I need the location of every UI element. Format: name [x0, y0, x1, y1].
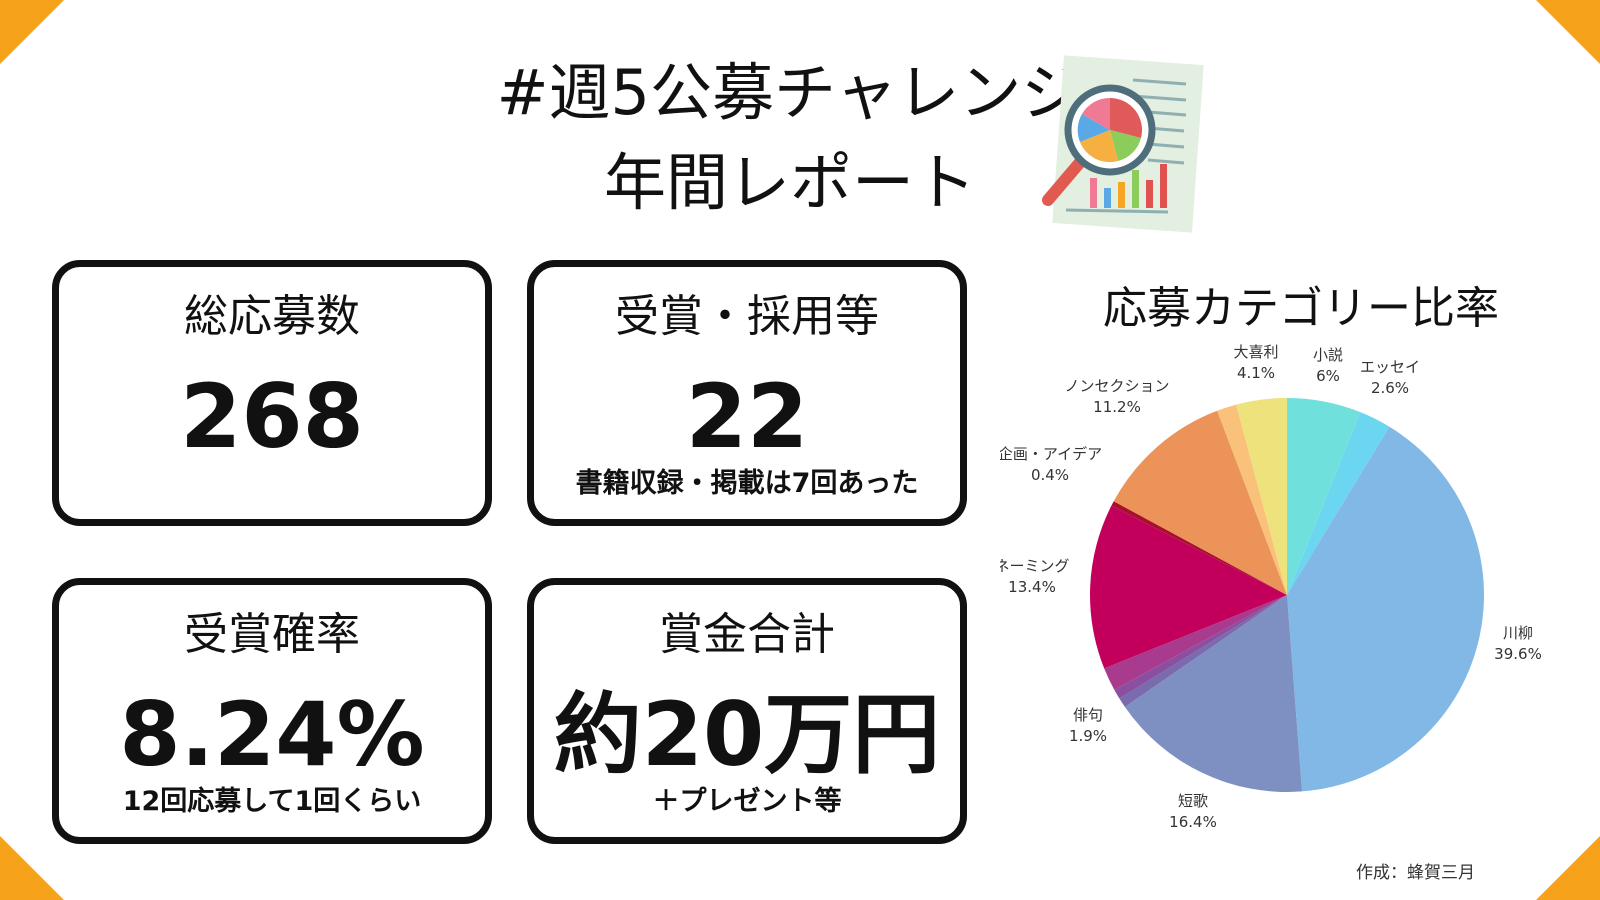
pie-slice-value: 4.1% [1237, 364, 1275, 382]
pie-slice-value: 39.6% [1494, 645, 1542, 663]
corner-decoration-top-right [1536, 0, 1600, 64]
card-note: 書籍収録・掲載は7回あった [575, 468, 919, 499]
pie-slice-label: ネーミング [1000, 557, 1070, 575]
pie-slice [1113, 410, 1287, 595]
card-value: 8.24% [119, 683, 425, 786]
card-value: 22 [685, 365, 809, 468]
pie-slice [1104, 595, 1287, 690]
category-pie-chart: 小説 6% エッセイ 2.6% 川柳 39.6% 短歌 16.4% 俳句 1.9% ネーミング 13.… [1000, 343, 1542, 831]
pie-slice [1119, 595, 1287, 707]
pie-slice-value: 1.9% [1069, 727, 1107, 745]
pie-slice-label: 企画・アイデア [1000, 445, 1102, 463]
pie-slice [1236, 398, 1287, 595]
corner-decoration-bottom-left [0, 836, 64, 900]
card-note: 12回応募して1回くらい [122, 786, 422, 817]
card-awards-adoptions: 受賞・採用等 22 書籍収録・掲載は7回あった [527, 260, 967, 526]
author-credit: 作成：蜂賀三月 [1356, 863, 1475, 883]
corner-decoration-top-left [0, 0, 64, 64]
pie-slice-value: 16.4% [1169, 813, 1217, 831]
card-value: 約20万円 [553, 683, 941, 786]
pie-slice-value: 11.2% [1093, 398, 1141, 416]
pie-slice-label: 短歌 [1178, 792, 1208, 810]
report-magnifier-icon [1042, 55, 1204, 233]
chart-title: 応募カテゴリー比率 [1103, 283, 1499, 334]
pie-slice-label: 俳句 [1073, 706, 1103, 724]
pie-slice [1124, 595, 1303, 792]
card-value: 268 [180, 365, 364, 468]
card-total-submissions: 総応募数 268 [52, 260, 492, 526]
pie-slice-value: 0.4% [1031, 466, 1069, 484]
card-note: ＋プレゼント等 [652, 786, 842, 817]
card-award-rate: 受賞確率 8.24% 12回応募して1回くらい [52, 578, 492, 844]
corner-decoration-bottom-right [1536, 836, 1600, 900]
card-label: 受賞確率 [184, 609, 360, 660]
pie-slice-label: 小説 [1313, 346, 1343, 364]
pie-slice [1090, 505, 1287, 669]
pie-slice [1217, 404, 1287, 595]
pie-slice-label: 大喜利 [1233, 343, 1278, 361]
pie-slice-label: ノンセクション [1064, 377, 1169, 395]
pie-slice [1287, 398, 1361, 595]
pie-slice [1111, 501, 1287, 595]
card-label: 賞金合計 [659, 609, 835, 660]
pie-slice-label: 川柳 [1503, 624, 1533, 642]
pie-slice-value: 13.4% [1008, 578, 1056, 596]
pie-slice [1287, 426, 1484, 792]
pie-slice-value: 2.6% [1371, 379, 1409, 397]
title-line-1: #週5公募チャレンジ [496, 56, 1084, 129]
title-line-2: 年間レポート [603, 146, 976, 219]
pie-slice [1114, 595, 1287, 699]
page-title: #週5公募チャレンジ 年間レポート [380, 48, 1200, 228]
card-label: 総応募数 [184, 291, 360, 342]
card-prize-total: 賞金合計 約20万円 ＋プレゼント等 [527, 578, 967, 844]
pie-slice-value: 6% [1316, 367, 1340, 385]
pie-slice-label: エッセイ [1360, 358, 1420, 376]
card-label: 受賞・採用等 [615, 291, 879, 342]
pie-slice [1287, 412, 1390, 595]
